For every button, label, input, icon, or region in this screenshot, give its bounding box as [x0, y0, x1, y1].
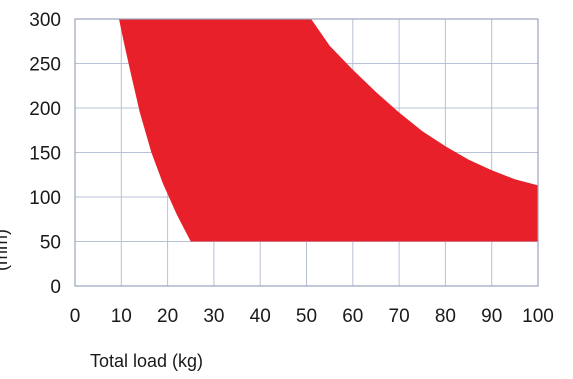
x-tick-label-20: 20 [157, 306, 178, 327]
y-tick-label-250: 250 [29, 55, 61, 76]
y-tick-label-50: 50 [40, 233, 61, 254]
y-axis-ticks: 0 50 100 150 200 250 300 [29, 10, 61, 298]
y-tick-label-150: 150 [29, 144, 61, 165]
x-tick-label-0: 0 [70, 306, 81, 327]
x-tick-label-10: 10 [111, 306, 132, 327]
x-tick-label-30: 30 [203, 306, 224, 327]
x-tick-label-100: 100 [522, 306, 554, 327]
y-axis-title: (mm) [0, 229, 11, 271]
plot-frame [74, 18, 539, 287]
x-tick-label-70: 70 [389, 306, 410, 327]
y-tick-label-100: 100 [29, 188, 61, 209]
x-tick-label-90: 90 [481, 306, 502, 327]
x-axis-title: Total load (kg) [90, 351, 203, 371]
x-tick-label-40: 40 [250, 306, 271, 327]
y-tick-label-0: 0 [50, 277, 61, 298]
y-tick-label-300: 300 [29, 10, 61, 31]
x-axis-ticks: 0 10 20 30 40 50 60 70 80 90 100 [70, 306, 554, 327]
load-region-area [118, 19, 539, 242]
y-tick-label-200: 200 [29, 99, 61, 120]
x-tick-label-50: 50 [296, 306, 317, 327]
x-tick-label-60: 60 [342, 306, 363, 327]
x-tick-label-80: 80 [435, 306, 456, 327]
